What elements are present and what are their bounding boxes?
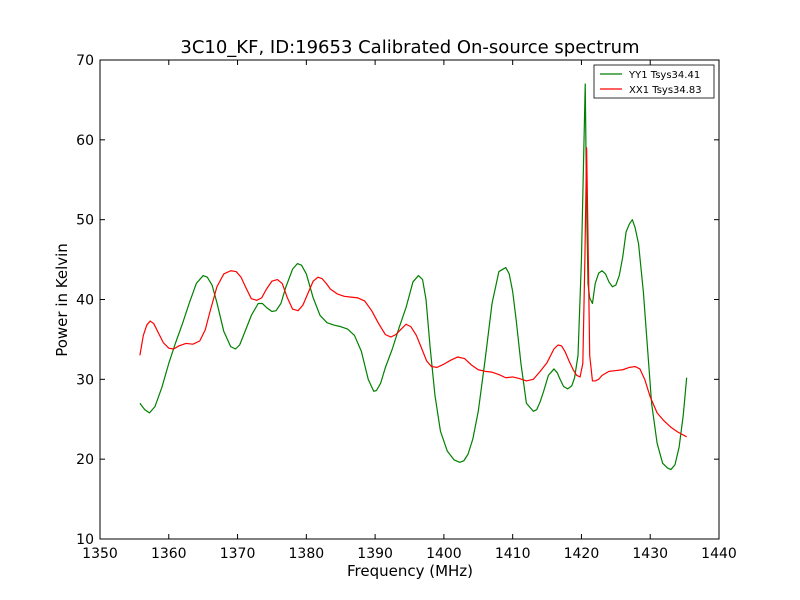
legend: YY1 Tsys34.41 XX1 Tsys34.83 [593, 64, 715, 99]
x-tick-label: 1350 [82, 546, 118, 562]
y-tick-label: 40 [76, 293, 94, 309]
y-tick-label: 30 [76, 372, 94, 388]
legend-label-xx1: XX1 Tsys34.83 [629, 85, 702, 96]
x-axis: 1350 1360 1370 1380 1390 1400 1410 1420 1430 1440 [82, 60, 737, 562]
y-tick-label: 20 [76, 452, 94, 468]
legend-box [593, 64, 715, 99]
series-line-yy1 [139, 83, 688, 471]
y-tick-label: 10 [76, 532, 94, 548]
x-tick-label: 1400 [426, 546, 462, 562]
legend-label-yy1: YY1 Tsys34.41 [628, 70, 700, 81]
y-axis-label: Power in Kelvin [53, 243, 71, 357]
x-tick-label: 1430 [632, 546, 668, 562]
x-tick-label: 1360 [151, 546, 187, 562]
x-tick-label: 1440 [701, 546, 737, 562]
x-tick-label: 1410 [495, 546, 531, 562]
series-layer [139, 83, 688, 471]
x-tick-label: 1420 [564, 546, 600, 562]
x-axis-label: Frequency (MHz) [347, 562, 473, 580]
chart-title: 3C10_KF, ID:19653 Calibrated On-source s… [180, 37, 639, 58]
y-tick-label: 50 [76, 213, 94, 229]
x-tick-label: 1370 [220, 546, 256, 562]
y-tick-label: 70 [76, 53, 94, 69]
y-axis: 10 20 30 40 50 60 70 [76, 53, 719, 548]
x-tick-label: 1380 [289, 546, 325, 562]
x-tick-label: 1390 [357, 546, 393, 562]
y-tick-label: 60 [76, 133, 94, 149]
series-line-xx1 [139, 147, 687, 438]
